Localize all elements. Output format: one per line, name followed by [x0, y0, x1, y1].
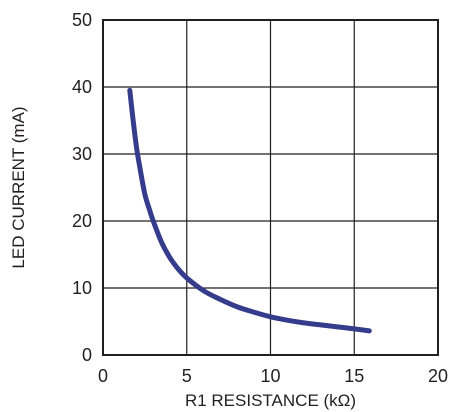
x-axis-title: R1 RESISTANCE (kΩ): [185, 391, 356, 410]
y-tick-label: 20: [72, 211, 92, 231]
y-tick-label: 0: [82, 345, 92, 365]
y-tick-label: 30: [72, 144, 92, 164]
x-tick-label: 10: [260, 366, 280, 386]
x-tick-label: 15: [344, 366, 364, 386]
gridlines: [102, 19, 439, 356]
x-tick-label: 20: [428, 366, 448, 386]
x-tick-label: 5: [182, 366, 192, 386]
plot-frame: [102, 19, 439, 356]
y-tick-label: 40: [72, 77, 92, 97]
x-tick-label: 0: [98, 366, 108, 386]
series-layer: [127, 87, 372, 334]
y-tick-label: 10: [72, 278, 92, 298]
y-tick-label: 50: [72, 10, 92, 30]
y-tick-labels: 0 10 20 30 40 50: [72, 10, 92, 365]
x-tick-labels: 0 5 10 15 20: [98, 366, 448, 386]
y-axis-title: LED CURRENT (mA): [9, 106, 28, 268]
series-line-0: [127, 87, 372, 334]
